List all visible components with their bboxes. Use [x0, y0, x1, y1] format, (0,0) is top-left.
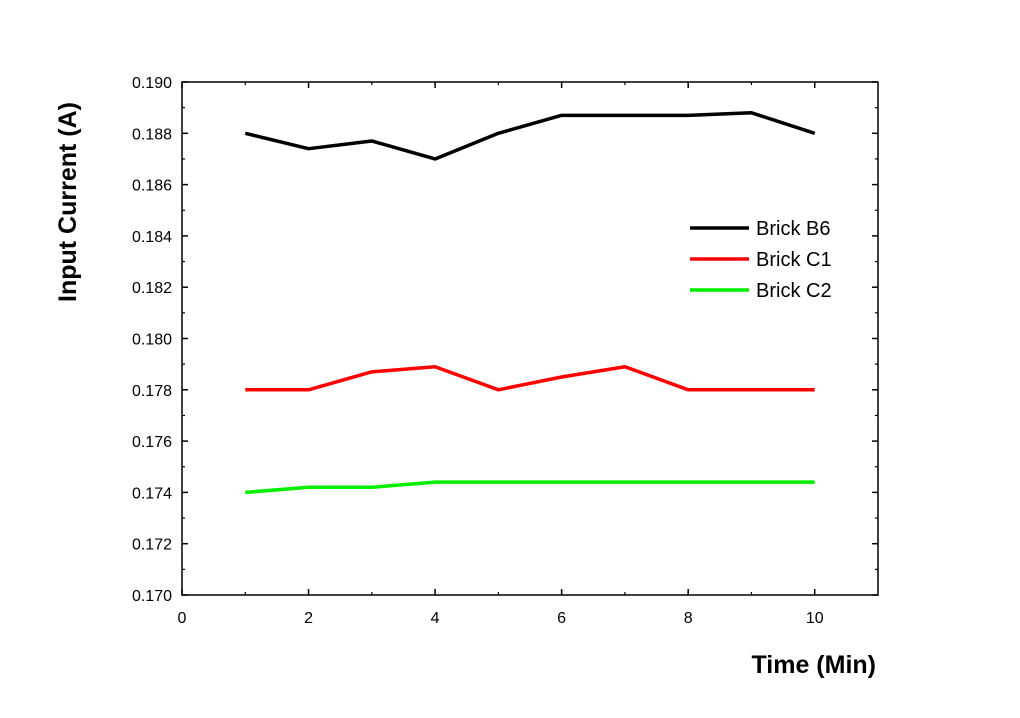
y-tick-label: 0.178 [132, 383, 172, 400]
axis-ticks: 0 2 4 6 8 10 0.170 0.172 0.174 0.176 0.178 0.180 0.1… [132, 75, 878, 627]
y-tick-label: 0.174 [132, 485, 172, 502]
legend: Brick B6 Brick C1 Brick C2 [690, 218, 832, 302]
x-axis-title: Time (Min) [751, 651, 876, 679]
y-tick-label: 0.180 [132, 332, 172, 349]
y-tick-label: 0.188 [132, 126, 172, 143]
plot-frame [181, 81, 879, 596]
legend-label-1: Brick B6 [756, 218, 830, 240]
legend-label-3: Brick C2 [756, 280, 832, 302]
y-tick-label: 0.182 [132, 280, 172, 297]
x-tick-label: 0 [178, 610, 187, 627]
legend-label-2: Brick C1 [756, 249, 832, 271]
series-line-1 [244, 111, 816, 161]
x-tick-label: 10 [806, 610, 824, 627]
y-tick-label: 0.190 [132, 75, 172, 92]
x-tick-label: 8 [684, 610, 693, 627]
y-tick-label: 0.170 [132, 588, 172, 605]
y-tick-label: 0.184 [132, 229, 172, 246]
y-axis-title: Input Current (A) [54, 102, 82, 302]
y-tick-label: 0.186 [132, 178, 172, 195]
x-tick-label: 2 [304, 610, 313, 627]
x-tick-label: 6 [557, 610, 566, 627]
y-tick-label: 0.172 [132, 537, 172, 554]
x-tick-label: 4 [431, 610, 440, 627]
series-lines [244, 111, 816, 495]
series-line-3 [245, 480, 815, 495]
series-line-2 [245, 364, 815, 392]
y-tick-label: 0.176 [132, 434, 172, 451]
